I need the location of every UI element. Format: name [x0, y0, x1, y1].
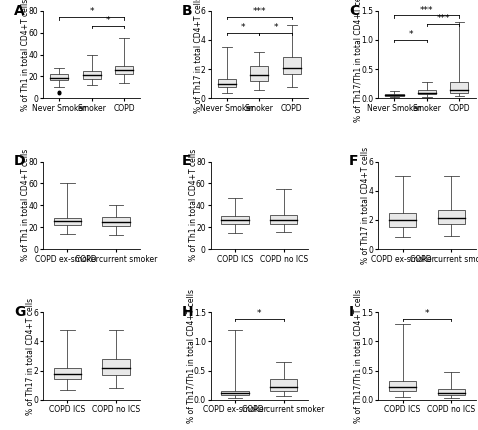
Text: A: A: [14, 4, 24, 18]
Bar: [50, 74, 68, 80]
Bar: [250, 66, 269, 81]
Text: G: G: [14, 305, 25, 319]
Text: ***: ***: [252, 7, 266, 16]
Bar: [221, 390, 249, 395]
Bar: [385, 94, 403, 96]
Text: *: *: [424, 310, 429, 318]
Text: *: *: [106, 16, 110, 25]
Text: D: D: [14, 154, 25, 169]
Text: H: H: [181, 305, 193, 319]
Text: *: *: [273, 23, 278, 32]
Bar: [83, 71, 101, 79]
Bar: [450, 82, 468, 92]
Bar: [389, 212, 416, 227]
Text: C: C: [349, 4, 359, 18]
Text: ***: ***: [436, 14, 450, 23]
Bar: [389, 381, 416, 391]
Bar: [102, 218, 130, 226]
Bar: [438, 390, 465, 395]
Y-axis label: % of Th17/Th1 in total CD4+T cells: % of Th17/Th1 in total CD4+T cells: [186, 289, 196, 423]
Bar: [221, 216, 249, 224]
Bar: [115, 65, 133, 74]
Text: *: *: [89, 7, 94, 16]
Bar: [270, 379, 297, 391]
Text: *: *: [408, 30, 413, 39]
Y-axis label: % of Th17 in total CD4+T cells: % of Th17 in total CD4+T cells: [194, 0, 203, 113]
Text: F: F: [349, 154, 358, 169]
Bar: [282, 58, 301, 74]
Y-axis label: % of Th1 in total CD4+T cells: % of Th1 in total CD4+T cells: [189, 149, 198, 261]
Y-axis label: % of Th17/Th1 in total CD4+T cells: % of Th17/Th1 in total CD4+T cells: [354, 289, 363, 423]
Text: I: I: [349, 305, 354, 319]
Y-axis label: % of Th1 in total CD4+T cells: % of Th1 in total CD4+T cells: [21, 149, 30, 261]
Y-axis label: % of Th1 in total CD4+T cells: % of Th1 in total CD4+T cells: [21, 0, 30, 111]
Bar: [54, 368, 81, 379]
Y-axis label: % of Th17 in total CD4+T cells: % of Th17 in total CD4+T cells: [26, 298, 35, 415]
Bar: [218, 80, 236, 87]
Bar: [438, 210, 465, 224]
Bar: [270, 215, 297, 224]
Text: *: *: [241, 23, 245, 32]
Y-axis label: % of Th17/Th1 in total CD4+T cells: % of Th17/Th1 in total CD4+T cells: [354, 0, 363, 122]
Text: E: E: [181, 154, 191, 169]
Text: ***: ***: [420, 6, 434, 15]
Bar: [54, 218, 81, 225]
Bar: [418, 89, 436, 94]
Bar: [102, 359, 130, 375]
Text: *: *: [257, 310, 261, 318]
Y-axis label: % of Th17 in total CD4+T cells: % of Th17 in total CD4+T cells: [361, 147, 370, 264]
Text: B: B: [181, 4, 192, 18]
